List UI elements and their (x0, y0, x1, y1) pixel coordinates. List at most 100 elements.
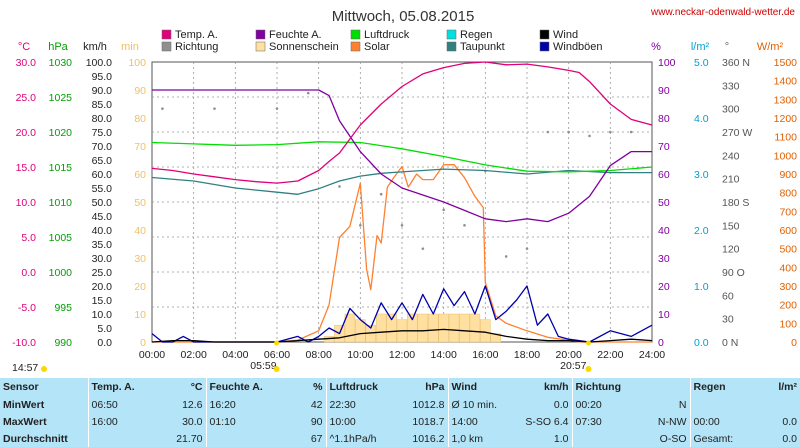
sunshine-bar (428, 313, 439, 343)
hum-time (205, 430, 272, 447)
hum-time: 16:20 (205, 396, 272, 414)
solar-unit: W/m² (757, 41, 784, 53)
direction-point (213, 107, 216, 110)
pressure-tick: 995 (54, 302, 72, 314)
sunshine-bar (459, 313, 470, 343)
humidity-tick: 60 (658, 169, 670, 181)
pressure-tick: 1005 (49, 232, 73, 244)
rain-time: 00:00 (689, 413, 742, 431)
humidity-tick: 90 (658, 85, 670, 97)
stats-row-avg: Durchschnitt 21.70 67 ^1.1hPa/h 1016.2 1… (0, 430, 800, 447)
wind-tick: 50.0 (92, 197, 113, 209)
wind-value: S-SO 6.4 (525, 415, 569, 428)
sun-tick: 60 (134, 169, 146, 181)
pressure-tick: 1030 (49, 57, 73, 69)
hdr-hum: Feuchte A. (205, 378, 272, 397)
sunrise-marker (273, 366, 280, 372)
pressure-tick: 1025 (49, 92, 73, 104)
temp-value: 21.70 (176, 432, 203, 445)
direction-tick: 330 (722, 80, 740, 92)
hdr-rain-unit: l/m² (778, 381, 797, 394)
humidity-tick: 30 (658, 253, 670, 265)
sun-tick: 40 (134, 225, 146, 237)
solar-tick: 600 (779, 225, 797, 237)
time-tick: 24:00 (639, 349, 665, 361)
direction-tick: 150 (722, 220, 740, 232)
wind-unit: km/h (83, 41, 107, 53)
direction-point (338, 185, 341, 188)
sun-tick: 90 (134, 85, 146, 97)
wind-tick: 25.0 (92, 267, 113, 279)
legend-label: Luftdruck (364, 29, 410, 41)
legend-swatch (161, 41, 172, 52)
row-label: Durchschnitt (3, 432, 68, 445)
temp-tick: 20.0 (16, 127, 37, 139)
sunshine-bar (438, 313, 449, 343)
pressure-tick: 990 (54, 337, 72, 349)
rain-value: 0.0 (782, 415, 797, 428)
legend-label: Temp. A. (175, 29, 218, 41)
dir-time: 07:30 (571, 413, 628, 431)
solar-tick: 1300 (774, 94, 798, 106)
legend-swatch (350, 29, 361, 40)
sunrise-axis-marker (274, 340, 280, 346)
sunshine-bar (407, 313, 418, 343)
dawn-time: 14:57 (12, 362, 38, 374)
direction-point (463, 224, 466, 227)
legend-swatch (446, 41, 457, 52)
sun-tick: 20 (134, 281, 146, 293)
sun-tick: 50 (134, 197, 146, 209)
wind-tick: 60.0 (92, 169, 113, 181)
legend-label: Richtung (175, 41, 218, 53)
solar-tick: 900 (779, 169, 797, 181)
wind-time: Ø 10 min. (447, 396, 514, 414)
sun-times: 14:57 05:59 20:57 (12, 340, 592, 374)
legend-label: Wind (553, 29, 578, 41)
direction-point (421, 247, 425, 250)
direction-point (306, 91, 310, 95)
humidity-tick: 80 (658, 113, 670, 125)
hdr-press: Luftdruck (325, 378, 396, 397)
time-tick: 08:00 (306, 349, 332, 361)
solar-tick: 1000 (774, 150, 798, 162)
wind-tick: 5.0 (97, 323, 112, 335)
direction-tick: 30 (722, 314, 734, 326)
temp-time (87, 430, 150, 447)
legend-label: Sonnenschein (269, 41, 339, 53)
dir-time (571, 430, 628, 447)
solar-tick: 800 (779, 188, 797, 200)
pressure-tick: 1010 (49, 197, 73, 209)
pressure-tick: 1015 (49, 162, 73, 174)
wind-tick: 90.0 (92, 85, 113, 97)
direction-tick: 240 (722, 150, 740, 162)
sun-tick: 80 (134, 113, 146, 125)
wind-time: 1,0 km (447, 430, 514, 447)
legend-label: Solar (364, 41, 390, 53)
rain-value (742, 397, 800, 414)
press-time: 22:30 (325, 396, 396, 414)
solar-tick: 300 (779, 281, 797, 293)
temp-value: 12.6 (182, 399, 203, 412)
rain-tick: 2.0 (694, 225, 709, 237)
wind-tick: 85.0 (92, 99, 113, 111)
axis-units: °C hPa km/h min% l/m² ° W/m² (18, 41, 784, 53)
rain-tick: 3.0 (694, 169, 709, 181)
temp-time: 16:00 (87, 413, 150, 431)
pressure-tick: 1000 (49, 267, 73, 279)
direction-point (161, 107, 164, 110)
site-link[interactable]: www.neckar-odenwald-wetter.de (650, 7, 795, 18)
sunshine-bar (469, 313, 481, 343)
row-label: MaxWert (3, 415, 47, 428)
legend-label: Windböen (553, 41, 603, 53)
sunshine-bar (448, 313, 460, 343)
direction-point (546, 130, 550, 134)
hum-value: 67 (310, 432, 323, 445)
humidity-tick: 100 (658, 57, 676, 69)
wind-tick: 100.0 (86, 57, 112, 69)
solar-tick: 0 (791, 337, 797, 349)
direction-tick: 210 (722, 174, 740, 186)
sunset-marker (585, 366, 592, 372)
direction-point (525, 247, 529, 250)
rain-tick: 4.0 (694, 113, 709, 125)
rain-tick: 0.0 (694, 337, 709, 349)
